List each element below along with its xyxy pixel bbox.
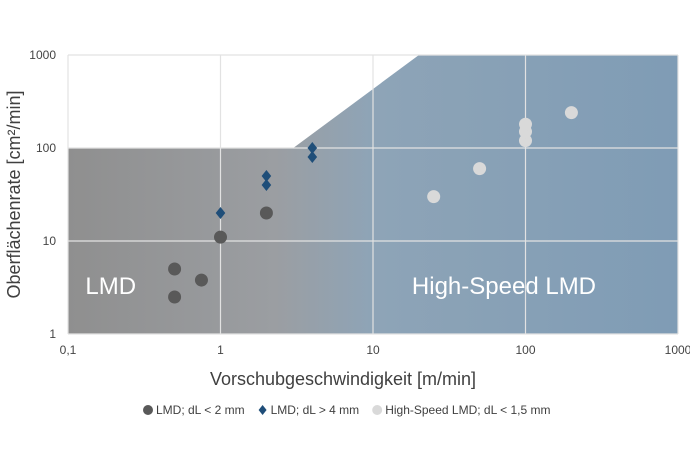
data-point-series-1 [259, 206, 273, 220]
legend-marker-series-2 [258, 405, 267, 415]
legend-marker-series-1 [143, 405, 153, 415]
data-point-series-2 [215, 207, 226, 220]
legend-label-series-1: LMD; dL < 2 mm [156, 403, 245, 417]
y-tick-label: 1 [49, 327, 56, 341]
plot-area: 0,1 1 10 100 1000 1 10 100 1000 LMD High-Speed LMD… [4, 48, 690, 417]
y-axis-title: Oberflächenrate [cm²/min] [4, 90, 24, 298]
y-tick-label: 1000 [29, 48, 56, 62]
x-tick-label: 100 [515, 343, 535, 357]
data-point-series-2 [261, 169, 272, 182]
legend-marker-series-3 [372, 405, 383, 415]
legend-label-series-2: LMD; dL > 4 mm [271, 403, 360, 417]
data-point-series-1 [194, 273, 208, 287]
y-tick-label: 10 [43, 234, 57, 248]
region-label-lmd: LMD [85, 273, 136, 300]
y-tick-label: 100 [36, 141, 56, 155]
data-point-series-3 [564, 106, 578, 120]
x-axis-title: Vorschubgeschwindigkeit [m/min] [210, 369, 476, 389]
legend-label-series-3: High-Speed LMD; dL < 1,5 mm [385, 403, 550, 417]
data-point-series-3 [427, 190, 441, 204]
data-point-series-2 [307, 142, 318, 154]
data-point-series-2 [307, 151, 318, 164]
data-point-series-1 [168, 262, 182, 276]
region-label-high-speed-lmd: High-Speed LMD [412, 273, 596, 300]
x-tick-label: 0,1 [60, 343, 77, 357]
data-point-series-3 [519, 117, 532, 131]
x-tick-label: 10 [366, 343, 380, 357]
data-point-series-3 [473, 162, 487, 176]
data-point-series-1 [168, 290, 182, 304]
x-tick-label: 1000 [665, 343, 690, 357]
x-tick-label: 1 [217, 343, 224, 357]
data-point-series-3 [519, 134, 532, 148]
data-point-series-1 [214, 230, 227, 244]
data-point-series-2 [261, 179, 272, 192]
